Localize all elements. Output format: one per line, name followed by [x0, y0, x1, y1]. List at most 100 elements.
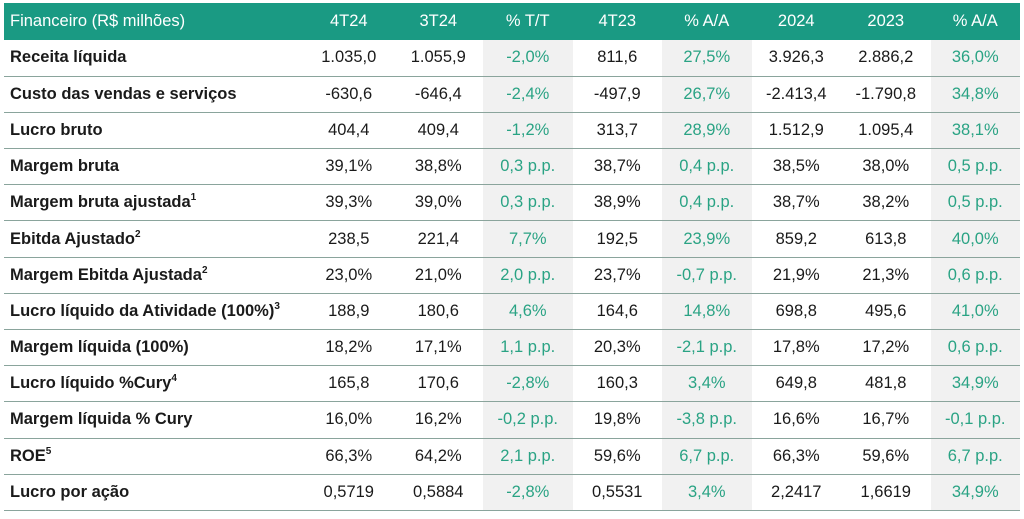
value-cell: 39,3% — [325, 193, 373, 212]
row-label: Lucro bruto — [4, 112, 304, 148]
header-pct-aa-quarter: % A/A — [662, 3, 752, 40]
row-label-text: Custo das vendas e serviços — [10, 84, 237, 103]
variation-cell: 0,4 p.p. — [662, 184, 752, 221]
table-row: Margem bruta ajustada1 39,3% 39,0% 0,3 p.p.… — [4, 184, 1020, 221]
table-row: Ebitda Ajustado2 238,5 221,4 7,7% 192,5 23,9%… — [4, 220, 1020, 258]
value-cell: 17,2% — [862, 338, 910, 357]
value-cell: 19,8% — [593, 410, 641, 429]
table-row: Custo das vendas e serviços -630,6 -646,4 -… — [4, 76, 1020, 113]
value-cell: 649,8 — [775, 374, 817, 393]
value-cell: 59,6% — [593, 446, 641, 465]
value-cell: 164,6 — [596, 301, 638, 320]
value-cell: 64,2% — [414, 446, 462, 465]
variation-cell: 14,8% — [662, 293, 752, 330]
financial-table: Financeiro (R$ milhões) 4T24 3T24% T/T 4T23… — [4, 3, 1020, 511]
value-cell: 188,9 — [328, 301, 370, 320]
row-label-text: Receita líquida — [10, 48, 127, 67]
variation-cell: 0,5 p.p. — [930, 148, 1020, 185]
row-label-text: ROE — [10, 446, 46, 465]
variation-cell: -1,2% — [483, 112, 573, 149]
variation-cell: 28,9% — [662, 112, 752, 149]
footnote-marker: 3 — [274, 300, 280, 312]
row-label-text: Margem líquida % Cury — [10, 410, 193, 429]
row-label-text: Ebitda Ajustado — [10, 229, 135, 248]
value-cell: 192,5 — [596, 229, 638, 248]
value-cell: 38,2% — [862, 193, 910, 212]
table-header: Financeiro (R$ milhões) 4T24 3T24% T/T 4T23… — [4, 3, 1020, 40]
variation-cell: 0,3 p.p. — [483, 184, 573, 221]
row-label: Margem bruta ajustada1 — [4, 185, 304, 221]
table-row: Margem bruta 39,1% 38,8% 0,3 p.p. 38,7% 0,4 p… — [4, 148, 1020, 185]
value-cell: 38,0% — [862, 157, 910, 176]
value-cell: 165,8 — [328, 374, 370, 393]
footnote-marker: 2 — [201, 264, 208, 276]
footnote-marker: 5 — [45, 445, 52, 457]
variation-cell: 3,4% — [662, 365, 752, 402]
table-row: Lucro líquido %Cury4 165,8 170,6 -2,8% 160,3… — [4, 365, 1020, 402]
value-cell: 2,2417 — [771, 482, 822, 501]
value-cell: 39,0% — [414, 193, 462, 212]
value-cell: 0,5884 — [413, 482, 464, 501]
variation-cell: 6,7 p.p. — [930, 438, 1020, 475]
variation-cell: 26,7% — [662, 76, 752, 113]
footnote-marker: 2 — [134, 228, 141, 240]
variation-cell: 3,4% — [662, 474, 752, 511]
table-body: Receita líquida 1.035,0 1.055,9 -2,0% 811,6 2… — [4, 40, 1020, 511]
header-2024: 2024 — [751, 3, 841, 40]
header-4t24: 4T24 — [304, 3, 394, 40]
variation-cell: 34,8% — [930, 76, 1020, 113]
header-4t23: 4T23 — [572, 3, 662, 40]
value-cell: -497,9 — [593, 84, 641, 103]
row-label: Lucro por ação — [4, 474, 304, 510]
variation-cell: -0,7 p.p. — [662, 257, 752, 294]
variation-cell: -2,8% — [483, 474, 573, 511]
row-label-text: Margem bruta ajustada — [10, 193, 191, 212]
header-pct-aa-year: % A/A — [930, 3, 1020, 40]
header-row: Financeiro (R$ milhões) 4T24 3T24% T/T 4T23… — [4, 3, 1020, 40]
variation-cell: 34,9% — [930, 474, 1020, 511]
value-cell: 16,0% — [325, 410, 373, 429]
variation-cell: 2,1 p.p. — [483, 438, 573, 475]
header-2023: 2023 — [841, 3, 931, 40]
footnote-marker: 4 — [171, 373, 177, 385]
value-cell: 38,5% — [772, 157, 820, 176]
value-cell: 170,6 — [417, 374, 459, 393]
value-cell: 38,7% — [772, 193, 820, 212]
variation-cell: -0,2 p.p. — [483, 401, 573, 439]
variation-cell: 4,6% — [483, 293, 573, 330]
value-cell: 1.095,4 — [858, 120, 914, 139]
table-row: Receita líquida 1.035,0 1.055,9 -2,0% 811,6 2… — [4, 40, 1020, 77]
variation-cell: -2,8% — [483, 365, 573, 402]
variation-cell: 0,6 p.p. — [930, 329, 1020, 366]
value-cell: 160,3 — [596, 374, 638, 393]
value-cell: 238,5 — [328, 229, 370, 248]
row-label: ROE5 — [4, 438, 304, 474]
value-cell: 39,1% — [325, 157, 373, 176]
value-cell: 59,6% — [862, 446, 910, 465]
value-cell: 23,0% — [325, 265, 373, 284]
value-cell: -2.413,4 — [765, 84, 827, 103]
value-cell: 16,6% — [772, 410, 820, 429]
row-label-text: Lucro bruto — [10, 120, 103, 139]
table-row: Margem Ebitda Ajustada2 23,0% 21,0% 2,0 p.p… — [4, 257, 1020, 294]
variation-cell: 7,7% — [483, 220, 573, 258]
variation-cell: 0,6 p.p. — [930, 257, 1020, 294]
value-cell: 16,2% — [414, 410, 462, 429]
row-label-text: Lucro líquido %Cury — [10, 374, 172, 393]
variation-cell: 0,4 p.p. — [662, 148, 752, 185]
variation-cell: 36,0% — [930, 40, 1020, 77]
value-cell: 17,8% — [772, 338, 820, 357]
row-label: Receita líquida — [4, 40, 304, 76]
variation-cell: 0,3 p.p. — [483, 148, 573, 185]
value-cell: 811,6 — [597, 48, 638, 67]
value-cell: 1.055,9 — [410, 48, 466, 67]
variation-cell: 1,1 p.p. — [483, 329, 573, 366]
value-cell: 38,9% — [593, 193, 641, 212]
value-cell: 21,9% — [772, 265, 820, 284]
row-label: Margem líquida (100%) — [4, 330, 304, 366]
value-cell: 313,7 — [596, 120, 638, 139]
variation-cell: 40,0% — [930, 220, 1020, 258]
variation-cell: 6,7 p.p. — [662, 438, 752, 475]
value-cell: 613,8 — [865, 229, 907, 248]
value-cell: 221,4 — [417, 229, 459, 248]
